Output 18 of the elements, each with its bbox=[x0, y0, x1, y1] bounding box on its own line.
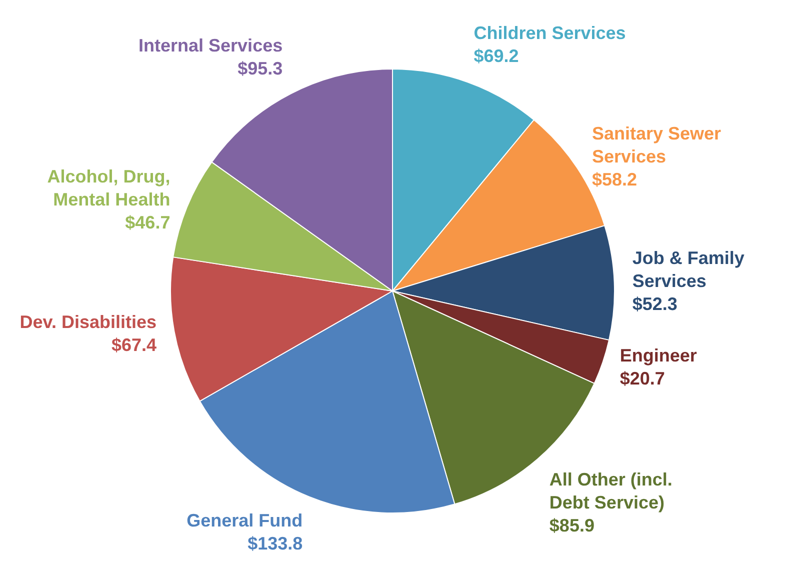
slice-label: Children Services bbox=[474, 23, 626, 44]
data-label: $69.2 bbox=[474, 46, 519, 66]
data-label: $20.7 bbox=[620, 368, 665, 388]
data-label: $52.3 bbox=[632, 294, 678, 314]
data-label: $67.4 bbox=[111, 335, 157, 356]
slice-label: Engineer bbox=[620, 345, 697, 366]
slice-label: All Other (incl. Debt Service) bbox=[549, 470, 672, 513]
data-label: $58.2 bbox=[592, 170, 638, 190]
data-label: $133.8 bbox=[248, 534, 303, 554]
slice-label: Dev. Disabilities bbox=[20, 312, 157, 332]
slice-label: Alcohol, Drug, Mental Health bbox=[47, 166, 170, 210]
slice-label: Sanitary Sewer Services bbox=[592, 124, 722, 167]
slice-label: General Fund bbox=[186, 510, 303, 531]
data-label: $95.3 bbox=[238, 58, 283, 79]
slice-label: Internal Services bbox=[138, 36, 283, 56]
data-label: $46.7 bbox=[125, 212, 170, 232]
data-label: $85.9 bbox=[549, 516, 594, 536]
slice-label: Job & Family Services bbox=[632, 248, 744, 291]
